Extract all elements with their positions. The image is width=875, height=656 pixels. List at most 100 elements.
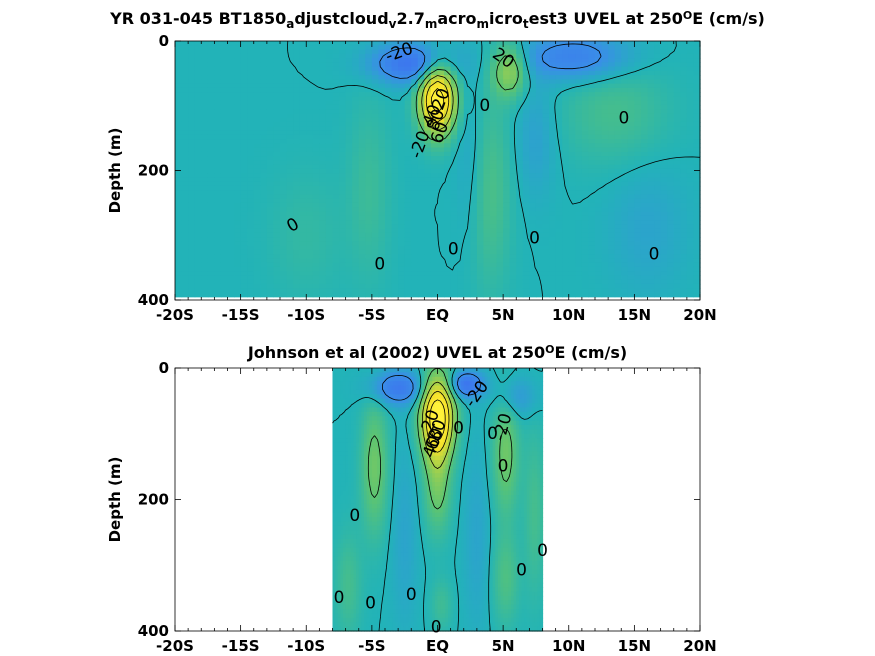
- field-cell: [535, 130, 544, 136]
- field-cell: [358, 262, 366, 268]
- field-cell: [581, 266, 590, 272]
- field-cell: [398, 62, 406, 68]
- field-cell: [266, 130, 275, 136]
- field-cell: [358, 126, 366, 132]
- field-cell: [332, 617, 336, 623]
- field-cell: [214, 279, 222, 285]
- field-cell: [299, 70, 307, 76]
- field-cell: [312, 220, 320, 225]
- field-cell: [660, 147, 668, 153]
- field-cell: [299, 121, 307, 127]
- field-cell: [260, 134, 268, 140]
- field-cell: [227, 207, 235, 213]
- field-cell: [220, 143, 229, 149]
- field-cell: [509, 262, 517, 268]
- field-cell: [490, 271, 498, 277]
- field-cell: [175, 143, 183, 149]
- field-cell: [595, 241, 603, 247]
- field-cell: [627, 151, 635, 157]
- field-cell: [260, 237, 268, 242]
- field-cell: [332, 534, 336, 540]
- field-cell: [253, 92, 261, 98]
- field-cell: [220, 288, 229, 294]
- field-cell: [444, 271, 452, 277]
- field-cell: [457, 113, 465, 119]
- field-cell: [490, 156, 498, 161]
- field-cell: [673, 283, 681, 289]
- field-cell: [621, 279, 629, 285]
- field-cell: [529, 79, 537, 85]
- field-cell: [595, 49, 603, 55]
- field-cell: [365, 211, 373, 217]
- field-cell: [693, 104, 701, 110]
- field-cell: [299, 202, 307, 208]
- field-cell: [503, 211, 511, 217]
- field-cell: [686, 168, 695, 174]
- y-tick-label: 400: [138, 291, 169, 309]
- field-cell: [549, 41, 557, 46]
- field-cell: [535, 271, 544, 277]
- field-cell: [234, 245, 242, 251]
- field-cell: [463, 134, 471, 140]
- field-cell: [673, 41, 681, 46]
- field-cell: [601, 194, 609, 200]
- field-cell: [450, 266, 458, 272]
- field-cell: [686, 245, 695, 251]
- field-cell: [549, 53, 557, 59]
- field-cell: [352, 49, 360, 55]
- field-cell: [175, 139, 183, 144]
- field-cell: [424, 75, 432, 80]
- field-cell: [588, 198, 596, 204]
- field-cell: [424, 41, 432, 46]
- field-cell: [398, 104, 406, 110]
- field-cell: [470, 168, 478, 174]
- field-cell: [647, 121, 655, 127]
- field-cell: [542, 279, 550, 285]
- field-cell: [332, 442, 336, 448]
- field-cell: [568, 92, 576, 98]
- field-cell: [476, 232, 485, 238]
- field-cell: [450, 126, 458, 132]
- field-cell: [667, 228, 675, 234]
- field-cell: [509, 113, 517, 119]
- field-cell: [207, 121, 215, 127]
- field-cell: [660, 100, 668, 106]
- field-cell: [234, 100, 242, 106]
- field-cell: [437, 151, 445, 157]
- field-cell: [490, 143, 498, 149]
- field-cell: [391, 292, 399, 298]
- field-cell: [227, 58, 235, 63]
- field-cell: [201, 215, 209, 221]
- field-cell: [240, 254, 248, 259]
- field-cell: [194, 126, 202, 132]
- field-cell: [601, 258, 609, 264]
- field-cell: [293, 96, 301, 102]
- field-cell: [686, 258, 695, 264]
- field-cell: [266, 100, 275, 106]
- field-cell: [319, 79, 327, 85]
- field-cell: [247, 237, 255, 242]
- field-cell: [214, 181, 222, 187]
- field-cell: [175, 156, 183, 161]
- field-cell: [568, 279, 576, 285]
- field-cell: [529, 241, 537, 247]
- field-cell: [555, 134, 563, 140]
- field-cell: [509, 109, 517, 115]
- field-cell: [253, 271, 261, 277]
- field-cell: [286, 168, 294, 174]
- field-cell: [562, 181, 570, 187]
- field-cell: [581, 160, 590, 166]
- field-cell: [181, 266, 189, 272]
- field-cell: [181, 109, 189, 115]
- field-cell: [332, 372, 336, 378]
- field-cell: [588, 181, 596, 187]
- field-cell: [621, 190, 629, 196]
- field-cell: [194, 100, 202, 106]
- field-cell: [234, 292, 242, 298]
- field-cell: [417, 198, 425, 204]
- field-cell: [365, 292, 373, 298]
- field-cell: [470, 237, 478, 242]
- field-cell: [280, 271, 288, 277]
- field-cell: [516, 147, 524, 153]
- field-cell: [535, 164, 544, 170]
